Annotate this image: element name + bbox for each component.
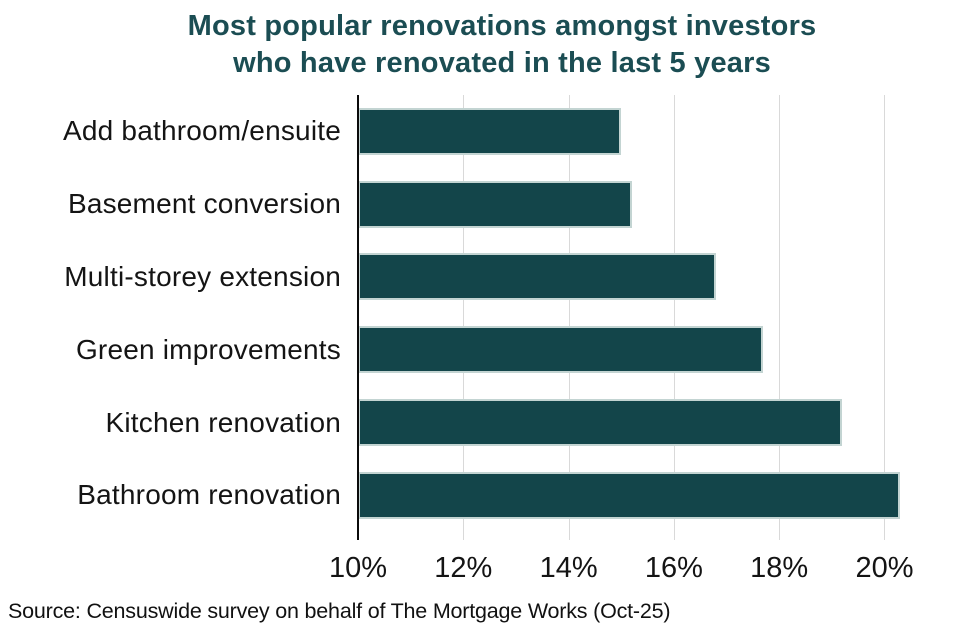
- bar: [358, 253, 717, 301]
- x-tick-label: 20%: [855, 552, 914, 584]
- gridline: [568, 95, 570, 540]
- bar-row: Basement conversion: [0, 168, 974, 241]
- bar-row: Bathroom renovation: [0, 459, 974, 532]
- bar-track: [358, 107, 974, 155]
- x-tick-label: 14%: [539, 552, 598, 584]
- bar: [358, 326, 764, 374]
- category-label: Basement conversion: [67, 188, 341, 220]
- bar-row: Green improvements: [0, 313, 974, 386]
- category-label: Kitchen renovation: [105, 406, 341, 438]
- chart-title-line2: who have renovated in the last 5 years: [233, 47, 771, 79]
- category-label: Bathroom renovation: [77, 479, 341, 511]
- bar-track: [358, 253, 974, 301]
- x-axis-tick-labels: 10% 12% 14% 16% 18% 20%: [329, 552, 974, 588]
- gridline: [884, 95, 886, 540]
- x-tick-label: 18%: [750, 552, 809, 584]
- bar-row: Kitchen renovation: [0, 386, 974, 459]
- bar: [358, 399, 843, 447]
- gridline: [463, 95, 465, 540]
- category-label: Add bathroom/ensuite: [63, 115, 341, 147]
- bar-track: [358, 399, 974, 447]
- chart-title: Most popular renovations amongst investo…: [50, 8, 954, 82]
- source-note: Source: Censuswide survey on behalf of T…: [8, 599, 671, 623]
- bar-track: [358, 326, 974, 374]
- gridline: [673, 95, 675, 540]
- gridline-layer: [358, 95, 974, 540]
- plot-area: Add bathroom/ensuite Basement conversion M…: [0, 95, 974, 540]
- bar: [358, 471, 901, 519]
- bar-row: Multi-storey extension: [0, 241, 974, 314]
- bar-rows: Add bathroom/ensuite Basement conversion M…: [0, 95, 974, 532]
- category-label: Multi-storey extension: [64, 260, 341, 292]
- bar-row: Add bathroom/ensuite: [0, 95, 974, 168]
- bar: [358, 107, 622, 155]
- gridline: [779, 95, 781, 540]
- y-axis-line: [357, 95, 359, 540]
- category-label: Green improvements: [75, 333, 341, 365]
- bar-track: [358, 180, 974, 228]
- bar: [358, 180, 632, 228]
- x-tick-label: 16%: [644, 552, 703, 584]
- x-tick-label: 12%: [434, 552, 493, 584]
- chart-title-line1: Most popular renovations amongst investo…: [187, 10, 817, 42]
- x-tick-label: 10%: [328, 552, 388, 584]
- bar-track: [358, 471, 974, 519]
